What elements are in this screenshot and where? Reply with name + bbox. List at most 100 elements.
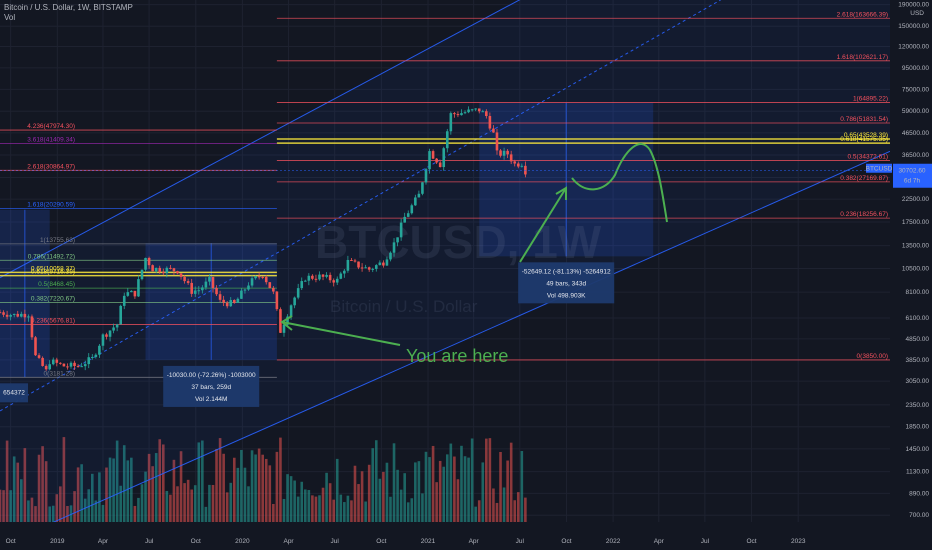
candle-body xyxy=(421,182,424,194)
candle-body xyxy=(16,313,20,317)
volume-bar xyxy=(502,487,506,522)
candle-body xyxy=(23,313,27,318)
candle-body xyxy=(445,131,449,149)
volume-bar xyxy=(44,461,48,522)
volume-bar xyxy=(456,479,460,522)
volume-bar xyxy=(357,484,360,522)
candle-body xyxy=(94,354,98,357)
volume-bar xyxy=(119,485,122,522)
y-tick-label: 13500.00 xyxy=(902,243,929,250)
candle-body xyxy=(179,273,183,277)
candle-body xyxy=(289,305,293,317)
candle-body xyxy=(467,109,470,113)
volume-bar xyxy=(438,460,442,522)
candle-body xyxy=(186,281,190,283)
candle-body xyxy=(516,163,520,167)
candlesticks xyxy=(0,106,527,371)
fib-level-label: 0.786(51831.54) xyxy=(840,116,888,123)
volume-bar xyxy=(374,440,378,522)
volume-bar xyxy=(339,494,343,522)
volume-bar xyxy=(286,474,289,522)
candle-body xyxy=(218,294,222,300)
volume-bar xyxy=(367,464,371,522)
volume-bar xyxy=(193,485,197,522)
volume-bar xyxy=(87,489,91,522)
candle-body xyxy=(112,327,115,331)
y-tick-label: 22500.00 xyxy=(902,196,929,203)
x-tick-label: Apr xyxy=(654,538,665,545)
volume-bar xyxy=(445,454,449,522)
candle-body xyxy=(481,111,485,113)
x-tick-label: Apr xyxy=(98,538,109,545)
candle-body xyxy=(201,287,204,291)
volume-bar xyxy=(499,451,502,522)
volume-bar xyxy=(516,492,520,522)
candle-body xyxy=(208,277,211,282)
candle-body xyxy=(211,277,215,289)
candle-body xyxy=(154,267,158,272)
candle-body xyxy=(325,274,328,277)
volume-bar xyxy=(460,445,463,522)
x-tick-label: Jul xyxy=(145,538,154,545)
volume-bar xyxy=(247,486,250,522)
arrow-upper xyxy=(519,187,567,263)
y-tick-label: 150000.00 xyxy=(898,23,929,30)
measure-2019-label-line: 37 bars, 259d xyxy=(191,384,231,391)
volume-bar xyxy=(495,502,499,522)
candle-body xyxy=(275,291,279,310)
candle-body xyxy=(417,193,421,198)
measure-2021-label-line: 49 bars, 343d xyxy=(546,280,586,287)
measure-2021-label-box xyxy=(518,262,615,304)
candle-body xyxy=(190,282,193,294)
x-tick-label: Oct xyxy=(376,538,386,545)
volume-bar xyxy=(9,490,12,522)
time-axis[interactable]: Oct 2019 Apr Jul Oct 2020 Apr Jul Oct 2021 Apr Jul O… xyxy=(0,522,932,550)
candle-body xyxy=(399,222,403,238)
volume-bar xyxy=(293,480,296,522)
candle-body xyxy=(9,314,12,317)
fib-level-label: 1(64895.22) xyxy=(853,96,888,103)
candle-body xyxy=(73,362,76,367)
x-tick-label: 2019 xyxy=(50,538,65,545)
candle-body xyxy=(374,265,378,269)
volume-bar xyxy=(303,489,307,522)
fib-level-label: 0.65(10058.37) xyxy=(31,265,75,272)
volume-bar xyxy=(403,473,406,522)
volume-bar xyxy=(474,506,477,522)
candle-body xyxy=(140,269,144,280)
candle-body xyxy=(151,265,154,272)
volume-bar xyxy=(126,460,130,522)
y-tick-label: 1450.00 xyxy=(906,446,930,453)
fib-level-label: 0(3181.28) xyxy=(44,370,75,377)
measure-stats: 654372 -10030.00 (-72.26%) -1003000 37 bar… xyxy=(0,262,615,407)
x-tick-label: Apr xyxy=(283,538,294,545)
candle-body xyxy=(311,275,314,279)
candle-body xyxy=(215,288,218,295)
candle-body xyxy=(438,162,442,168)
candle-body xyxy=(101,334,105,346)
fib-level-label: 2.618(30864.97) xyxy=(27,163,75,170)
volume-bar xyxy=(240,449,243,522)
volume-bar xyxy=(172,459,176,522)
candle-body xyxy=(115,324,119,328)
volume-bar xyxy=(12,456,16,522)
candle-body xyxy=(108,330,112,337)
candle-body xyxy=(105,334,108,337)
candle-body xyxy=(0,312,2,314)
candle-body xyxy=(442,148,446,168)
volume-bar xyxy=(453,456,456,522)
volume-bar xyxy=(378,478,382,522)
fib-level-label: 0.786(11492.72) xyxy=(28,253,75,260)
channel-lower-line xyxy=(0,150,891,547)
candle-body xyxy=(307,275,311,281)
candle-body xyxy=(453,113,456,115)
candle-body xyxy=(83,364,87,367)
candle-body xyxy=(449,113,453,132)
candle-body xyxy=(286,316,289,325)
candle-body xyxy=(524,165,527,175)
volume-bar xyxy=(410,498,414,522)
x-tick-label: Oct xyxy=(561,538,571,545)
